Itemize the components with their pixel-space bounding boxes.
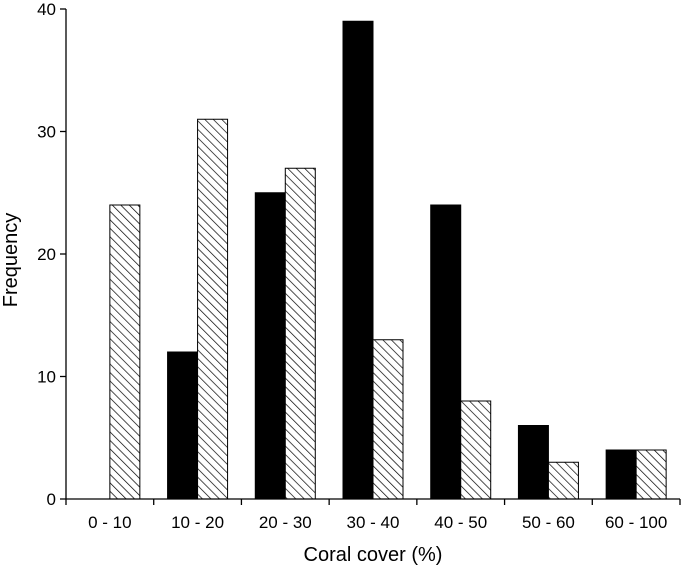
y-tick-label: 20: [37, 245, 56, 264]
bar-solid-3: [254, 192, 286, 500]
y-tick-label: 30: [37, 123, 56, 142]
bar-hatched-6: [547, 461, 579, 500]
x-tick-label: 40 - 50: [434, 513, 487, 532]
bar-hatched-1: [109, 204, 141, 500]
bar-hatched-7: [635, 449, 667, 500]
bar-solid-6: [517, 425, 549, 500]
y-axis-title: Frequency: [0, 213, 22, 308]
bar-hatched-3: [284, 167, 316, 500]
x-tick-label: 30 - 40: [347, 513, 400, 532]
x-tick-label: 10 - 20: [171, 513, 224, 532]
x-tick-label: 20 - 30: [259, 513, 312, 532]
bar-hatched-4: [372, 339, 404, 500]
x-tick-label: 0 - 10: [88, 513, 131, 532]
x-tick-label: 60 - 100: [605, 513, 667, 532]
bar-solid-7: [605, 449, 637, 500]
bar-solid-5: [430, 204, 462, 500]
x-tick-label: 50 - 60: [522, 513, 575, 532]
x-axis-title: Coral cover (%): [304, 544, 443, 566]
y-tick-label: 10: [37, 368, 56, 387]
bar-solid-2: [167, 351, 199, 500]
bar-hatched-2: [197, 118, 229, 500]
bar-hatched-5: [460, 400, 492, 500]
y-tick-label: 40: [37, 0, 56, 19]
bar-solid-4: [342, 20, 374, 500]
y-tick-label: 0: [47, 490, 56, 509]
